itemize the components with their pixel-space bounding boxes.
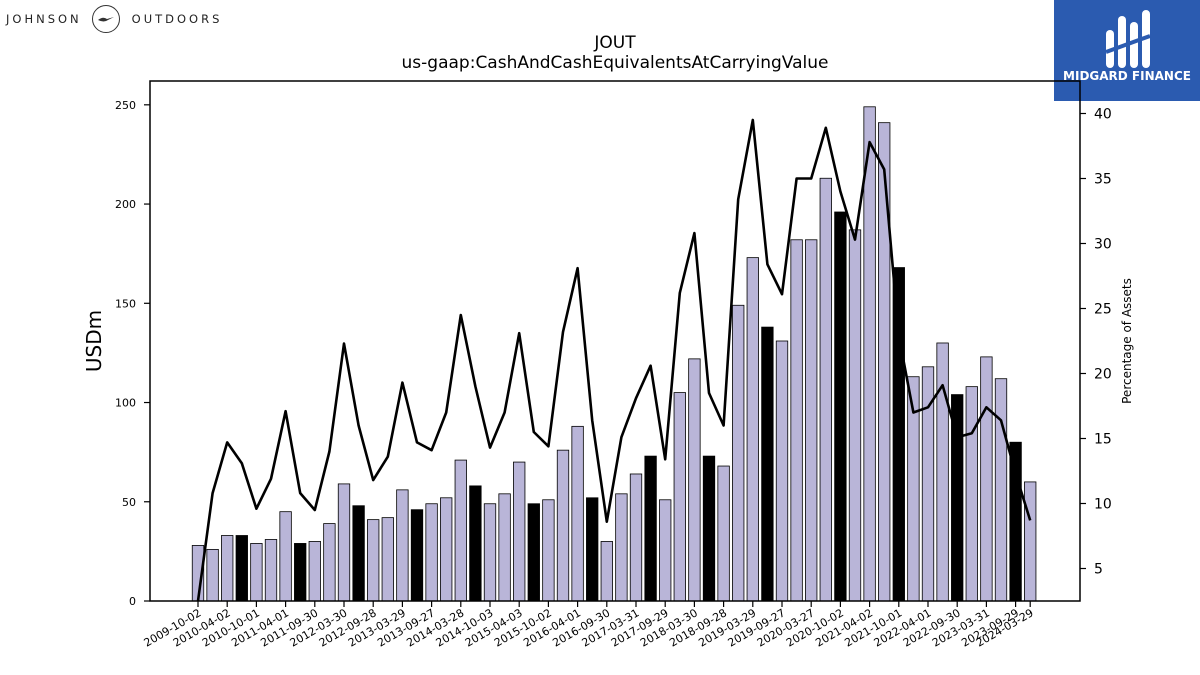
heron-emblem-icon	[91, 5, 120, 33]
bar	[235, 535, 248, 602]
bar	[410, 509, 424, 602]
bar	[965, 386, 978, 602]
y-tick-label: 50	[122, 496, 136, 509]
watermark-brand-text: MIDGARD FINANCE	[1063, 69, 1191, 83]
logo-text-right: OUTDOORS	[131, 12, 223, 26]
bar	[600, 541, 613, 602]
bar	[542, 499, 555, 602]
logo-text-left: JOHNSON	[6, 12, 82, 26]
y2-tick-label: 5	[1094, 562, 1103, 578]
bar	[381, 517, 394, 602]
bar	[440, 497, 453, 602]
bar	[629, 473, 643, 602]
bar	[746, 257, 759, 602]
bar	[556, 449, 570, 602]
y-tick-label: 150	[115, 297, 136, 310]
chart-subtitle: us-gaap:CashAndCashEquivalentsAtCarrying…	[402, 53, 829, 73]
bar	[936, 342, 949, 602]
bar	[294, 543, 307, 602]
bar	[279, 511, 292, 602]
y-axis-label: USDm	[82, 310, 106, 372]
bar	[673, 392, 686, 602]
bar	[615, 493, 628, 602]
bar	[994, 378, 1008, 602]
bar	[425, 503, 438, 602]
bar	[367, 519, 380, 602]
bar	[221, 535, 234, 602]
bar	[892, 267, 905, 602]
y-tick-label: 0	[129, 595, 136, 608]
bar	[644, 455, 657, 602]
y2-tick-label: 25	[1094, 302, 1112, 318]
bar	[337, 483, 351, 602]
bar	[761, 326, 774, 602]
bar	[513, 461, 526, 602]
y2-tick-label: 40	[1094, 107, 1112, 123]
bar	[352, 505, 365, 602]
bar	[498, 493, 511, 602]
bar	[878, 122, 891, 602]
bar	[717, 465, 730, 602]
midgard-logo-icon	[1105, 10, 1151, 68]
bar	[659, 499, 672, 602]
y-tick-label: 200	[115, 198, 136, 211]
bar	[206, 548, 219, 602]
bar	[688, 358, 701, 602]
bar	[308, 541, 321, 602]
bar	[264, 539, 278, 602]
bar	[775, 340, 789, 602]
y2-tick-label: 35	[1094, 172, 1112, 188]
bar	[1009, 441, 1022, 602]
y-tick-label: 250	[115, 99, 136, 112]
percentage-of-assets-line	[196, 118, 1032, 602]
bar	[805, 239, 818, 602]
y2-tick-label: 30	[1094, 237, 1112, 253]
bar	[527, 503, 540, 602]
chart-title: JOUT	[593, 33, 636, 53]
bar	[586, 497, 599, 602]
bar	[819, 177, 832, 602]
y2-axis-label: Percentage of Assets	[1120, 278, 1134, 404]
bar	[848, 229, 862, 602]
bar	[790, 239, 803, 602]
bar	[1024, 481, 1037, 602]
bar	[323, 523, 336, 602]
y2-tick-label: 10	[1094, 497, 1112, 513]
bar	[454, 459, 467, 602]
bar	[980, 356, 993, 602]
bar	[571, 425, 584, 602]
plot-frame	[149, 80, 1081, 602]
y2-tick-label: 20	[1094, 367, 1112, 383]
bar	[250, 543, 263, 602]
bar	[396, 489, 409, 602]
bar	[834, 211, 847, 602]
y2-tick-label: 15	[1094, 432, 1112, 448]
bar	[863, 106, 876, 602]
bar	[702, 455, 716, 602]
bar	[469, 485, 482, 602]
johnson-outdoors-logo: JOHNSON OUTDOORS	[6, 4, 222, 34]
bar	[732, 304, 745, 602]
y-tick-label: 100	[115, 397, 136, 410]
bar	[483, 503, 497, 602]
midgard-finance-watermark: MIDGARD FINANCE	[1054, 0, 1200, 101]
